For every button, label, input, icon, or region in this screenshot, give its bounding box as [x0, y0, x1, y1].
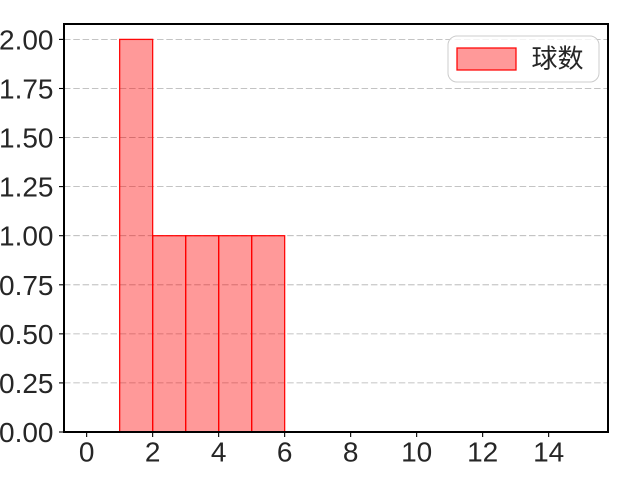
svg-text:2: 2 [145, 437, 161, 468]
svg-text:1.75: 1.75 [0, 74, 54, 105]
svg-text:1.25: 1.25 [0, 172, 54, 203]
svg-text:0.75: 0.75 [0, 270, 54, 301]
svg-text:10: 10 [401, 437, 432, 468]
svg-text:6: 6 [277, 437, 293, 468]
svg-text:12: 12 [467, 437, 498, 468]
svg-text:0.25: 0.25 [0, 368, 54, 399]
svg-text:0.00: 0.00 [0, 417, 54, 448]
svg-text:1.00: 1.00 [0, 221, 54, 252]
svg-text:0.50: 0.50 [0, 319, 54, 350]
svg-text:8: 8 [343, 437, 359, 468]
svg-text:4: 4 [211, 437, 227, 468]
svg-text:2.00: 2.00 [0, 24, 54, 55]
svg-text:1.50: 1.50 [0, 123, 54, 154]
svg-text:球数: 球数 [532, 44, 584, 74]
svg-text:0: 0 [79, 437, 95, 468]
svg-text:14: 14 [533, 437, 564, 468]
